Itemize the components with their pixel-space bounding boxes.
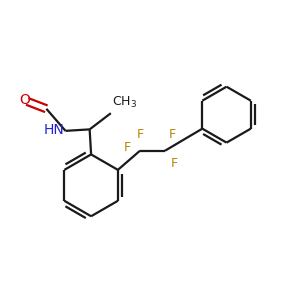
Text: F: F: [169, 128, 176, 141]
Text: CH$_3$: CH$_3$: [112, 94, 137, 110]
Text: O: O: [19, 93, 30, 107]
Text: F: F: [137, 128, 144, 141]
Text: F: F: [170, 158, 177, 170]
Text: F: F: [124, 141, 131, 154]
Text: HN: HN: [44, 123, 64, 137]
